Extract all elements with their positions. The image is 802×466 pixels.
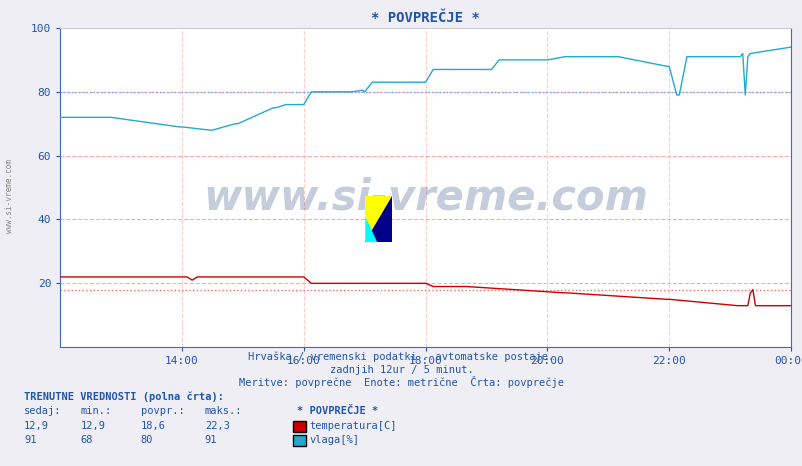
Polygon shape [365,196,391,242]
Text: vlaga[%]: vlaga[%] [309,435,358,445]
Text: 80: 80 [140,435,153,445]
Text: 22,3: 22,3 [205,421,229,431]
Text: 18,6: 18,6 [140,421,165,431]
Text: sedaj:: sedaj: [24,406,62,416]
Text: * POVPREČJE *: * POVPREČJE * [297,406,378,416]
Text: www.si-vreme.com: www.si-vreme.com [203,176,647,218]
Text: povpr.:: povpr.: [140,406,184,416]
Text: 91: 91 [24,435,37,445]
Text: min.:: min.: [80,406,111,416]
Text: www.si-vreme.com: www.si-vreme.com [5,159,14,233]
Polygon shape [365,196,391,242]
Text: temperatura[C]: temperatura[C] [309,421,396,431]
Text: 12,9: 12,9 [80,421,105,431]
Text: Hrvaška / vremenski podatki - avtomatske postaje.: Hrvaška / vremenski podatki - avtomatske… [248,351,554,362]
Text: 91: 91 [205,435,217,445]
Text: Meritve: povprečne  Enote: metrične  Črta: povprečje: Meritve: povprečne Enote: metrične Črta:… [239,376,563,388]
Text: 12,9: 12,9 [24,421,49,431]
Polygon shape [365,217,377,242]
Text: 68: 68 [80,435,93,445]
Title: * POVPREČJE *: * POVPREČJE * [371,11,480,26]
Text: zadnjih 12ur / 5 minut.: zadnjih 12ur / 5 minut. [329,365,473,375]
Text: TRENUTNE VREDNOSTI (polna črta):: TRENUTNE VREDNOSTI (polna črta): [24,391,224,402]
Text: maks.:: maks.: [205,406,242,416]
